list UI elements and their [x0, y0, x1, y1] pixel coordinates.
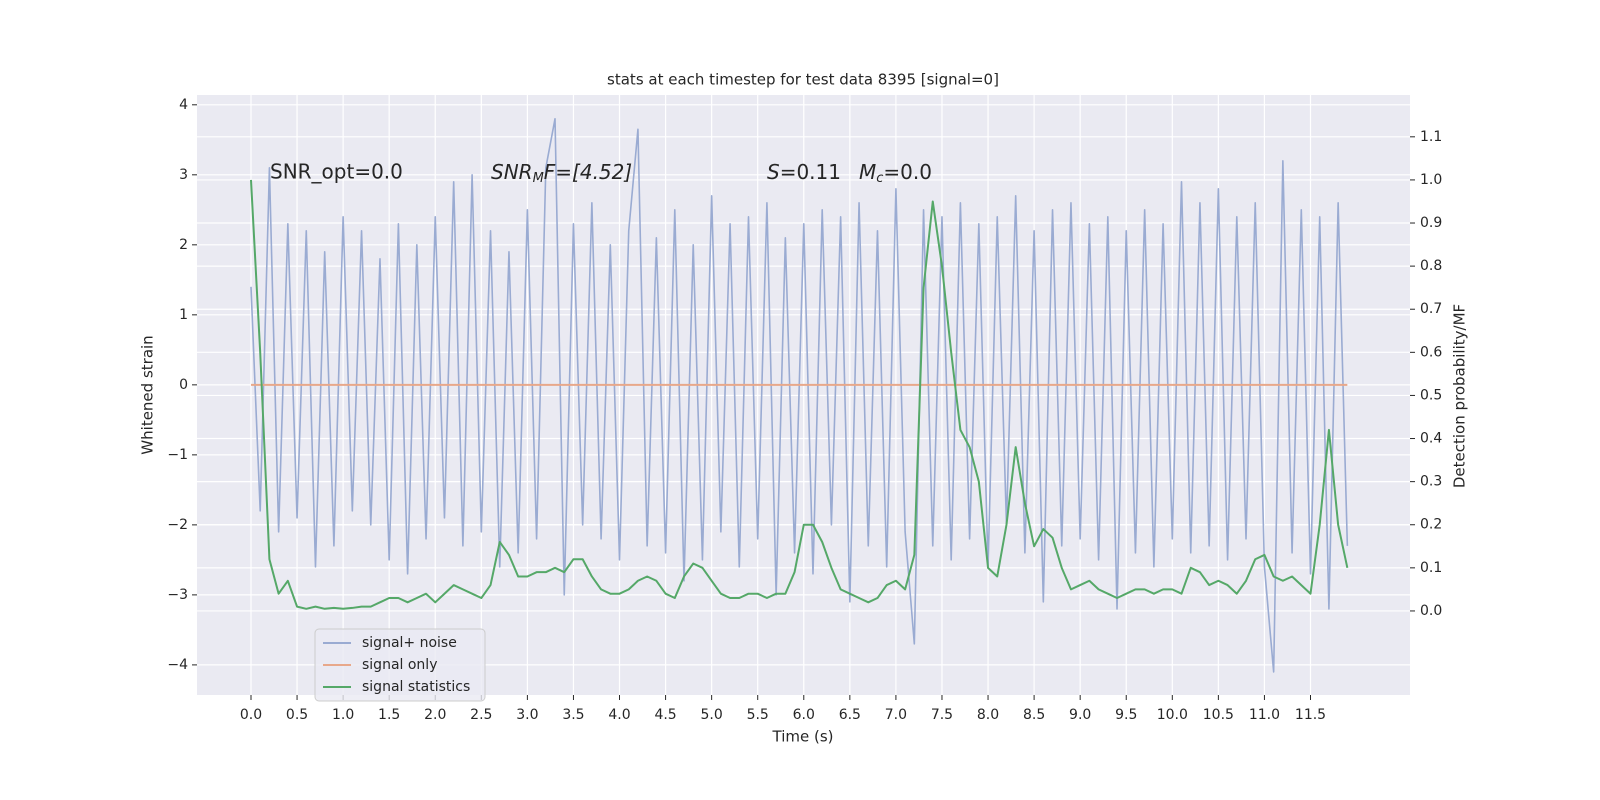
legend-label: signal only: [362, 657, 437, 673]
x-tick-label: 8.5: [1023, 707, 1045, 723]
x-tick-label: 1.0: [332, 707, 354, 723]
annotation-part: M: [533, 171, 544, 186]
lines: [249, 118, 1349, 673]
y2-tick-label: 1.1: [1420, 129, 1442, 145]
y2-tick-label: 1.0: [1420, 172, 1442, 188]
annotation: Mc=0.0: [859, 160, 932, 186]
legend-box: [314, 628, 486, 702]
legend-label: signal+ noise: [362, 635, 457, 651]
x-tick-label: 3.5: [562, 707, 584, 723]
annotation-part: =0.11: [780, 160, 841, 184]
legend: signal+ noise signal only signal statistic…: [314, 628, 486, 702]
x-tick-label: 6.0: [793, 707, 815, 723]
legend-label: signal statistics: [362, 679, 470, 695]
y2-tick-label: 0.2: [1420, 517, 1442, 533]
y-tick-label: 0: [179, 377, 188, 393]
x-tick-label: 9.5: [1115, 707, 1137, 723]
y2-tick-label: 0.0: [1420, 603, 1442, 619]
y-tick-label: 3: [179, 167, 188, 183]
y2-axis-label: Detection probability/MF: [1451, 304, 1469, 488]
y2-tick-label: 0.3: [1420, 474, 1442, 490]
y2-tick-label: 0.6: [1420, 344, 1442, 360]
y-tick-label: −1: [167, 447, 188, 463]
y-axis-label: Whitened strain: [139, 335, 157, 454]
y-tick-label: 4: [179, 97, 188, 113]
annotation-part: F=[4.52]: [544, 160, 632, 184]
x-tick-label: 7.5: [931, 707, 953, 723]
x-tick-label: 2.5: [470, 707, 492, 723]
annotation-part: c: [876, 171, 883, 186]
y2-tick-label: 0.9: [1420, 215, 1442, 231]
series-line: [249, 179, 1349, 610]
y-tick-label: 2: [179, 237, 188, 253]
y-tick-label: −2: [167, 517, 188, 533]
annotation: SNR_opt=0.0: [270, 160, 403, 184]
annotation-part: S: [767, 160, 780, 184]
x-tick-label: 10.0: [1157, 707, 1188, 723]
x-tick-label: 1.5: [378, 707, 400, 723]
x-tick-label: 9.0: [1069, 707, 1091, 723]
y-tick-label: 1: [179, 307, 188, 323]
x-tick-label: 4.0: [608, 707, 630, 723]
y-tick-label: −3: [167, 587, 188, 603]
x-tick-label: 11.0: [1249, 707, 1280, 723]
x-tick-label: 6.5: [839, 707, 861, 723]
series-line: [250, 118, 1349, 673]
y2-tick-label: 0.5: [1420, 387, 1442, 403]
x-axis-label: Time (s): [772, 728, 834, 746]
x-tick-label: 4.5: [654, 707, 676, 723]
annotation-part: M: [859, 160, 876, 184]
y2-tick-label: 0.8: [1420, 258, 1442, 274]
x-tick-label: 7.0: [885, 707, 907, 723]
annotation: SNRMF=[4.52]: [491, 160, 632, 186]
x-tick-label: 3.0: [516, 707, 538, 723]
annotation-part: SNR: [491, 160, 533, 184]
x-tick-label: 2.0: [424, 707, 446, 723]
x-tick-label: 5.0: [701, 707, 723, 723]
annotation: S=0.11: [767, 160, 841, 184]
annotation-part: =0.0: [883, 160, 932, 184]
x-tick-label: 0.5: [286, 707, 308, 723]
y2-tick-label: 0.1: [1420, 560, 1442, 576]
x-tick-label: 11.5: [1295, 707, 1326, 723]
y2-tick-label: 0.4: [1420, 431, 1442, 447]
x-tick-label: 8.0: [977, 707, 999, 723]
x-tick-label: 10.5: [1203, 707, 1234, 723]
chart-title: stats at each timestep for test data 839…: [607, 71, 999, 89]
x-tick-label: 0.0: [240, 707, 262, 723]
y-tick-label: −4: [167, 657, 188, 673]
x-tick-label: 5.5: [747, 707, 769, 723]
axes: 0.0 0.5 1.0 1.5 2.0 2.5 3.0 3.5 4.0 4.5 5.0 5.5 6.0 6…: [167, 97, 1442, 723]
y2-tick-label: 0.7: [1420, 301, 1442, 317]
